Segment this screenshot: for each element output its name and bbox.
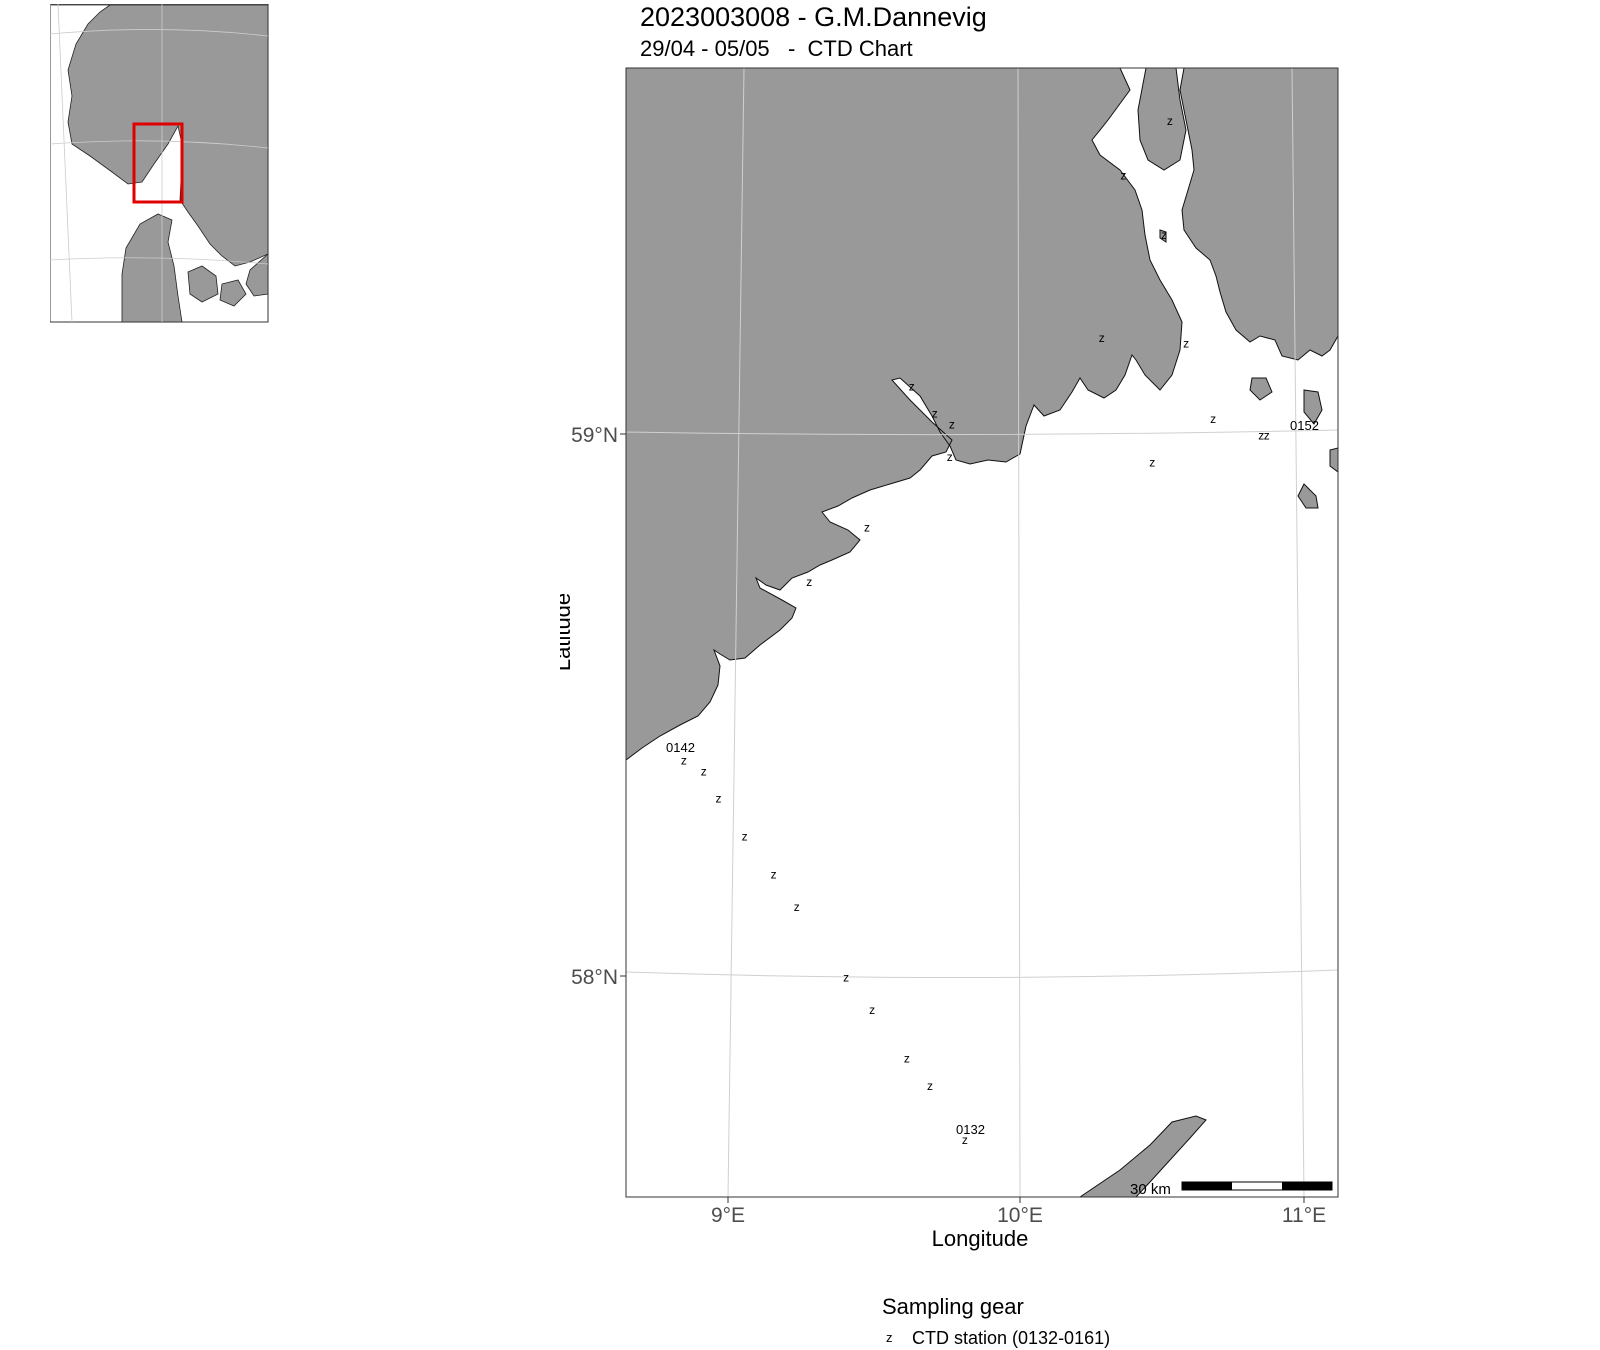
station-label: 0152 [1290,418,1319,433]
ctd-station-marker: z [681,754,687,768]
x-tick-label: 11°E [1282,1204,1326,1227]
ctd-station-marker: z [1264,428,1270,442]
station-label: 0132 [956,1122,985,1137]
station-label: 0142 [666,740,695,755]
ctd-station-marker: z [1120,168,1126,182]
overview-graticule [50,4,269,323]
legend-item-label: CTD station (0132-0161) [912,1328,1111,1348]
ctd-station-marker: z [701,765,707,779]
axis-ticks [620,433,1305,1203]
land-island [1329,447,1338,473]
scale-bar-label: 30 km [1130,1181,1171,1198]
legend-title: Sampling gear [882,1294,1024,1319]
ctd-station-marker: z [927,1079,933,1093]
x-axis-title: Longitude [932,1226,1029,1251]
land-island [1249,377,1273,401]
land-island [1297,483,1319,509]
ctd-station-marker: z [1210,412,1216,426]
x-tick-label: 9°E [711,1204,745,1227]
map-frame [625,67,1339,1198]
land-island [1303,389,1323,425]
legend-key-symbol: z [886,1330,893,1345]
y-tick-label: 59°N [571,424,618,447]
ctd-station-marker: z [1161,228,1167,242]
ctd-station-marker: z [949,418,955,432]
scale-bar: 30 km [1130,1181,1333,1198]
ctd-station-marker: z [869,1003,875,1017]
ctd-station-marker: z [864,521,870,535]
ctd-station-marker: z [771,867,777,881]
ctd-station-marker: z [962,1133,968,1147]
ctd-station-marker: z [932,407,938,421]
overview-map [50,4,269,323]
ctd-station-marker: z [947,450,953,464]
y-tick-label: 58°N [571,966,618,989]
land-peninsula [1137,68,1187,171]
ctd-station-marker: z [1167,114,1173,128]
y-axis-title: Latitude [560,593,575,671]
ctd-station-marker: z [909,380,915,394]
ctd-station-marker: z [1258,428,1264,442]
ctd-station-marker: z [716,792,722,806]
ctd-station-marker: z [806,575,812,589]
land-sweden [1179,68,1338,361]
ctd-station-marker: z [843,970,849,984]
land-island [1159,229,1167,243]
ctd-station-marker: z [742,830,748,844]
ctd-station-marker: z [1183,336,1189,350]
land-denmark-tip [1079,1115,1207,1197]
map-subtitle: 29/04 - 05/05 - CTD Chart [640,36,913,61]
land-norway [626,68,1183,761]
map-title: 2023003008 - G.M.Dannevig [640,2,987,32]
x-tick-label: 10°E [997,1204,1043,1227]
ctd-station-marker: z [794,900,800,914]
ctd-station-marker: z [1149,456,1155,470]
ctd-station-marker: z [904,1052,910,1066]
ctd-station-marker: z [1099,331,1105,345]
overview-extent-box [132,122,184,204]
graticule [625,67,1339,1198]
